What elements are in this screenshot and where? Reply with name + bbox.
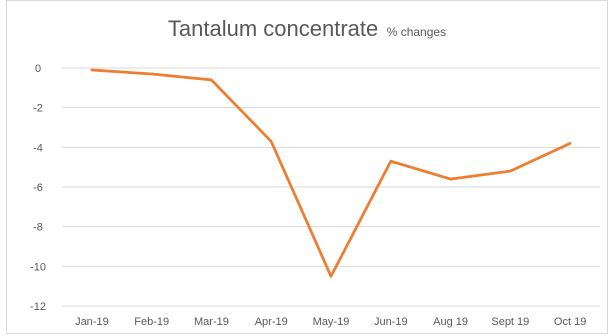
x-axis-ticks: Jan-19 Feb-19 Mar-19 Apr-19 May-19 Jun-19 Aug … [75,316,586,328]
x-tick-label: Mar-19 [194,316,229,328]
series-layer [90,68,572,278]
data-point [270,140,273,143]
x-tick-label: Apr-19 [255,316,288,328]
y-tick-label: -10 [30,261,46,273]
data-point [509,169,512,173]
x-tick-label: Feb-19 [134,316,169,328]
x-tick-label: Aug 19 [433,316,468,328]
data-point [210,78,213,82]
x-tick-label: Sept 19 [491,316,529,328]
x-tick-label: Jan-19 [75,316,109,328]
x-tick-label: May-19 [313,316,350,328]
data-point [150,72,153,76]
x-tick-label: Oct 19 [554,316,586,328]
gridlines [62,67,600,307]
x-tick-label: Jun-19 [374,316,408,328]
series-line [90,68,572,278]
data-point [449,177,452,181]
data-point [329,275,333,278]
y-tick-label: -4 [33,142,43,154]
chart-subtitle: % changes [386,25,447,39]
data-point [389,160,392,163]
chart-title-block: Tantalum concentrate % changes [0,16,614,42]
chart-frame [6,0,608,334]
y-axis-ticks: 0 -2 -4 -6 -8 -10 -12 [30,63,46,313]
chart-title: Tantalum concentrate [167,16,379,41]
y-tick-label: -6 [33,182,43,194]
y-tick-label: 0 [35,63,41,75]
y-tick-label: -12 [30,301,46,313]
data-point [568,142,572,145]
y-tick-label: -8 [33,222,43,234]
data-point [90,68,94,72]
y-tick-label: -2 [33,103,43,115]
